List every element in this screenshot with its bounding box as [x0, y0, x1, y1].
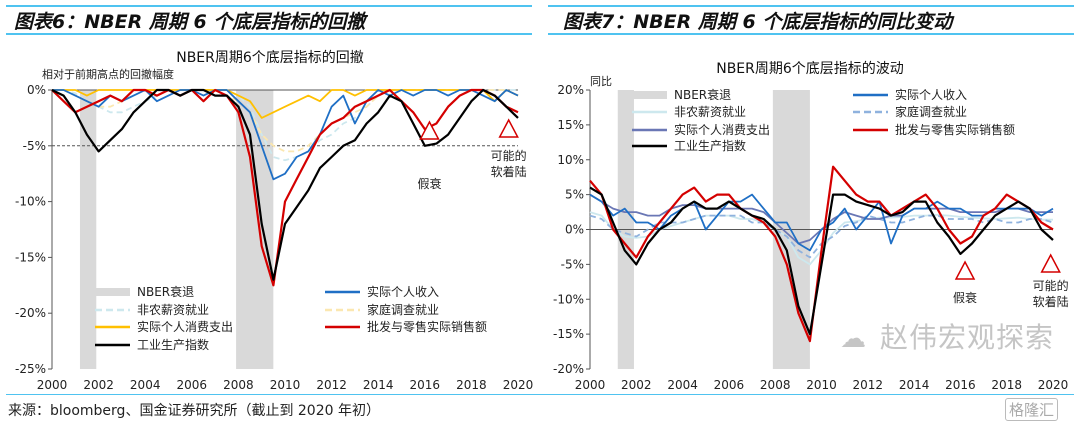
y-axis-label: 同比 — [590, 75, 612, 88]
y-tick-label: 0% — [565, 223, 584, 237]
y-tick-label: -10% — [15, 195, 46, 209]
x-tick-label: 2016 — [945, 378, 976, 392]
chart-title: NBER周期6个底层指标的回撤 — [176, 50, 364, 66]
x-tick-label: 2020 — [1038, 378, 1069, 392]
x-tick-label: 2002 — [621, 378, 652, 392]
y-tick-label: 0% — [27, 83, 46, 97]
legend-label: 工业生产指数 — [137, 337, 209, 352]
series-line-household_left — [52, 89, 519, 153]
y-tick-label: -15% — [553, 327, 584, 341]
y-tick-label: -10% — [553, 292, 584, 306]
y-tick-label: -5% — [23, 139, 46, 153]
chart-title: NBER周期6个底层指标的波动 — [716, 61, 904, 77]
x-tick-label: 2008 — [223, 378, 254, 392]
x-tick-label: 2010 — [270, 378, 301, 392]
x-tick-label: 2006 — [714, 378, 745, 392]
triangle-marker — [498, 118, 519, 138]
y-tick-label: -20% — [553, 362, 584, 376]
series-line-ip — [51, 88, 519, 281]
annotation-label: 假衰 — [953, 290, 977, 305]
triangle-marker — [954, 260, 976, 280]
legend-label: NBER衰退 — [137, 284, 194, 299]
triangle-marker — [419, 120, 440, 140]
x-tick-label: 2012 — [316, 378, 347, 392]
y-tick-label: -25% — [15, 362, 46, 376]
x-tick-label: 2010 — [806, 378, 837, 392]
watermark: 赵伟宏观探索 — [880, 321, 1055, 354]
bottom-rule — [6, 394, 1074, 395]
y-tick-label: -20% — [15, 306, 46, 320]
legend-label: 家庭调查就业 — [367, 302, 439, 317]
figure-6-title: 图表6：NBER 周期 6 个底层指标的回撤 — [14, 11, 366, 33]
recession-band — [79, 90, 97, 369]
series-line-income — [52, 89, 519, 181]
legend-label: 批发与零售实际销售额 — [895, 122, 1015, 137]
x-tick-label: 2018 — [456, 378, 487, 392]
title-rule-left — [6, 33, 532, 35]
figure-7-title: 图表7：NBER 周期 6 个底层指标的同比变动 — [563, 11, 953, 33]
x-tick-label: 2000 — [37, 378, 68, 392]
source-note: 来源：bloomberg、国金证券研究所（截止到 2020 年初） — [8, 403, 380, 419]
annotation-label: 可能的 — [491, 148, 527, 163]
legend-label: 家庭调查就业 — [895, 104, 967, 119]
y-tick-label: -5% — [561, 257, 584, 271]
wechat-icon: ☁ — [840, 324, 866, 354]
legend-label: NBER衰退 — [674, 87, 731, 102]
annotation-label: 假衰 — [417, 176, 441, 191]
legend-label: 实际个人消费支出 — [674, 122, 770, 137]
y-tick-label: 10% — [557, 153, 584, 167]
y-tick-label: 5% — [565, 188, 584, 202]
legend-label: 非农薪资就业 — [137, 303, 209, 317]
x-tick-label: 2002 — [83, 378, 114, 392]
x-tick-label: 2006 — [177, 378, 208, 392]
annotation-label: 可能的 — [1033, 278, 1069, 293]
x-tick-label: 2016 — [410, 378, 441, 392]
legend-label: 实际个人消费支出 — [137, 319, 233, 334]
x-tick-label: 2018 — [991, 378, 1022, 392]
x-tick-label: 2012 — [853, 378, 884, 392]
series-line-pce_left — [52, 89, 519, 119]
recession-band — [236, 90, 274, 369]
top-rule-right — [548, 5, 1074, 7]
title-rule-right — [548, 33, 1074, 35]
x-tick-label: 2014 — [363, 378, 394, 392]
series-line-ip — [589, 186, 1054, 336]
legend-label: 工业生产指数 — [674, 138, 746, 153]
y-tick-label: 20% — [557, 83, 584, 97]
y-tick-label: -15% — [15, 250, 46, 264]
x-tick-label: 2020 — [503, 378, 534, 392]
annotation-label: 软着陆 — [491, 164, 527, 179]
gelonghui-logo: 格隆汇 — [1005, 398, 1059, 421]
top-rule-left — [6, 5, 532, 7]
legend-label: 批发与零售实际销售额 — [367, 319, 487, 334]
y-axis-label: 相对于前期高点的回撤幅度 — [42, 67, 174, 81]
series-line-retail — [51, 88, 519, 287]
x-tick-label: 2014 — [899, 378, 930, 392]
y-tick-label: 15% — [557, 118, 584, 132]
legend-label: 非农薪资就业 — [674, 105, 746, 119]
x-tick-label: 2004 — [667, 378, 698, 392]
legend-label: 实际个人收入 — [895, 87, 967, 102]
series-line-retail — [589, 165, 1054, 343]
triangle-marker — [1040, 253, 1061, 273]
annotation-label: 软着陆 — [1033, 294, 1069, 309]
x-tick-label: 2000 — [575, 378, 606, 392]
x-tick-label: 2004 — [130, 378, 161, 392]
legend-label: 实际个人收入 — [367, 284, 439, 299]
series-line-income — [589, 193, 1054, 252]
x-tick-label: 2008 — [760, 378, 791, 392]
